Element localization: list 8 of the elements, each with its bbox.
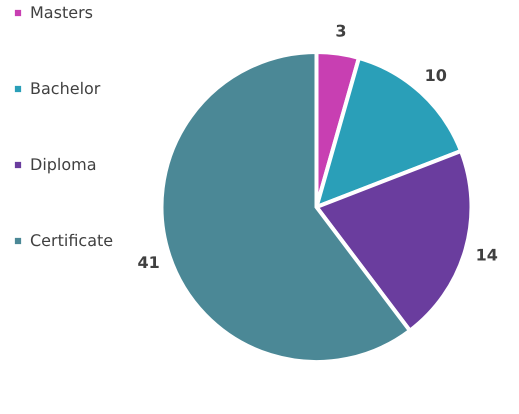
data-label: 10 <box>424 66 447 86</box>
legend-label: Bachelor <box>30 79 101 98</box>
data-label: 3 <box>335 22 347 41</box>
legend-label: Masters <box>30 3 93 22</box>
legend-label: Certificate <box>30 231 114 250</box>
data-label: 14 <box>476 245 498 264</box>
legend-label: Diploma <box>30 155 97 174</box>
data-label: 41 <box>138 253 160 272</box>
